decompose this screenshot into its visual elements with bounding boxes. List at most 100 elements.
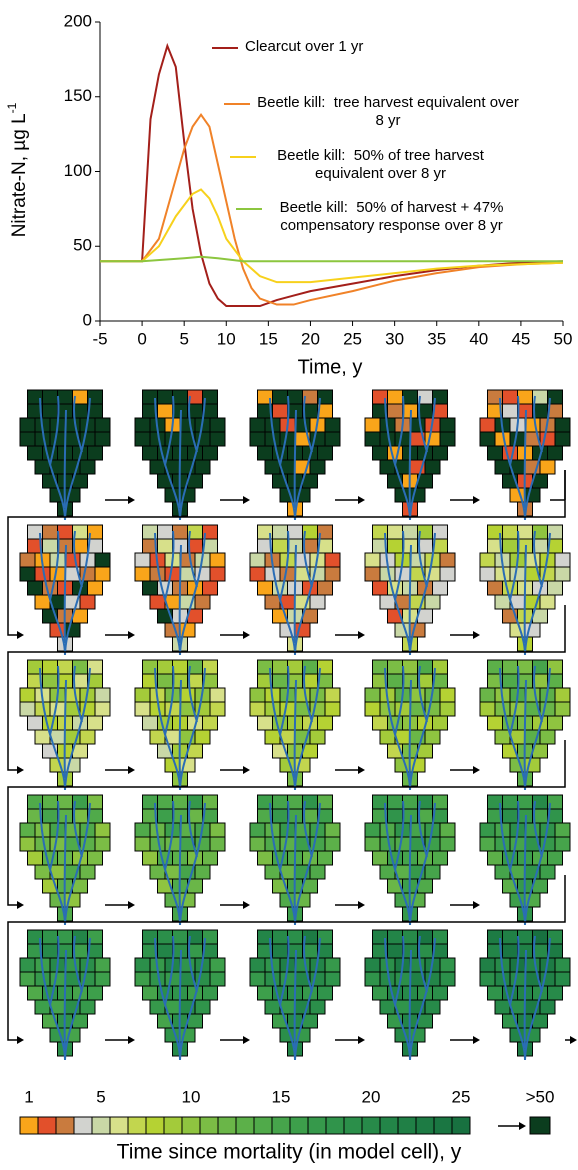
map-cell	[295, 823, 310, 837]
map-cell	[540, 460, 555, 474]
map-cell	[318, 716, 333, 730]
map-cell	[28, 581, 43, 595]
arrow-head	[243, 631, 250, 639]
map-cell	[380, 1000, 395, 1014]
map-cell	[210, 702, 225, 716]
map-cell	[373, 851, 388, 865]
map-cell	[65, 553, 80, 567]
map-cell	[173, 795, 188, 809]
map-cell	[135, 553, 150, 567]
map-cell	[440, 567, 455, 581]
legend-color	[38, 1117, 56, 1134]
map-cell	[548, 581, 563, 595]
map-cell	[440, 688, 455, 702]
map-cell	[43, 525, 58, 539]
map-cell	[43, 809, 58, 823]
map-cell	[295, 553, 310, 567]
legend-color	[218, 1117, 236, 1134]
map-cell	[80, 567, 95, 581]
map-cell	[195, 595, 210, 609]
map-cell	[325, 702, 340, 716]
map-cell	[195, 432, 210, 446]
map-cell	[440, 837, 455, 851]
arrow-head	[243, 1036, 250, 1044]
legend-color	[272, 1117, 290, 1134]
map-cell	[380, 595, 395, 609]
map-cell	[365, 837, 380, 851]
arrow-head	[128, 496, 135, 504]
map-cell	[158, 674, 173, 688]
map-cell	[80, 702, 95, 716]
map-cell	[203, 581, 218, 595]
map-cell	[540, 730, 555, 744]
map-cell	[265, 1000, 280, 1014]
legend-color	[362, 1117, 380, 1134]
map-cell	[480, 823, 495, 837]
map-cell	[310, 837, 325, 851]
map-cell	[135, 418, 150, 432]
legend-label: Beetle kill: tree harvest equivalent ove…	[253, 94, 523, 130]
map-cell	[195, 972, 210, 986]
map-cell	[365, 432, 380, 446]
x-axis-label: Time, y	[298, 356, 363, 378]
map-cell	[395, 837, 410, 851]
y-label-main: Nitrate-N, µg L	[9, 113, 30, 237]
map-cell	[555, 702, 570, 716]
map-cell	[295, 418, 310, 432]
arrow-head	[358, 496, 365, 504]
map-cell	[310, 460, 325, 474]
map-cell	[135, 432, 150, 446]
map-cell	[210, 553, 225, 567]
map-cell	[403, 525, 418, 539]
legend-tick-label: 25	[452, 1087, 471, 1106]
map-cell	[518, 930, 533, 944]
map-cell	[203, 716, 218, 730]
map-cell	[265, 730, 280, 744]
map-cell	[365, 567, 380, 581]
arrow-head	[473, 901, 480, 909]
map-cell	[58, 795, 73, 809]
map-cell	[510, 972, 525, 986]
map-cell	[440, 958, 455, 972]
legend-label: Beetle kill: 50% of harvest + 47% compen…	[264, 199, 519, 235]
map-cell	[548, 446, 563, 460]
map-cell	[280, 702, 295, 716]
map-cell	[395, 972, 410, 986]
series-line	[100, 257, 563, 261]
legend-tick-label: 10	[182, 1087, 201, 1106]
map-cell	[433, 716, 448, 730]
map-cell	[20, 432, 35, 446]
legend-color	[236, 1117, 254, 1134]
arrow-head	[473, 631, 480, 639]
arrow-head	[519, 1122, 526, 1130]
map-cell	[365, 958, 380, 972]
map-cell	[250, 972, 265, 986]
map-cell	[273, 404, 288, 418]
map-cell	[158, 930, 173, 944]
map-cell	[380, 730, 395, 744]
map-cell	[388, 390, 403, 404]
map-cell	[325, 553, 340, 567]
x-tick-label: 45	[511, 329, 530, 348]
map-cell	[43, 539, 58, 553]
legend-tick-label: 5	[96, 1087, 105, 1106]
map-cell	[250, 688, 265, 702]
map-cell	[195, 702, 210, 716]
map-cell	[158, 809, 173, 823]
map-cell	[273, 930, 288, 944]
map-cell	[388, 809, 403, 823]
map-cell	[488, 446, 503, 460]
map-cell	[365, 702, 380, 716]
x-tick-label: 40	[469, 329, 488, 348]
map-cell	[525, 958, 540, 972]
map-cell	[180, 688, 195, 702]
map-cell	[43, 944, 58, 958]
map-cell	[143, 986, 158, 1000]
map-cell	[310, 730, 325, 744]
map-cell	[388, 944, 403, 958]
map-cell	[50, 702, 65, 716]
map-cell	[195, 730, 210, 744]
map-cell	[20, 567, 35, 581]
map-cell	[540, 837, 555, 851]
map-cell	[388, 930, 403, 944]
